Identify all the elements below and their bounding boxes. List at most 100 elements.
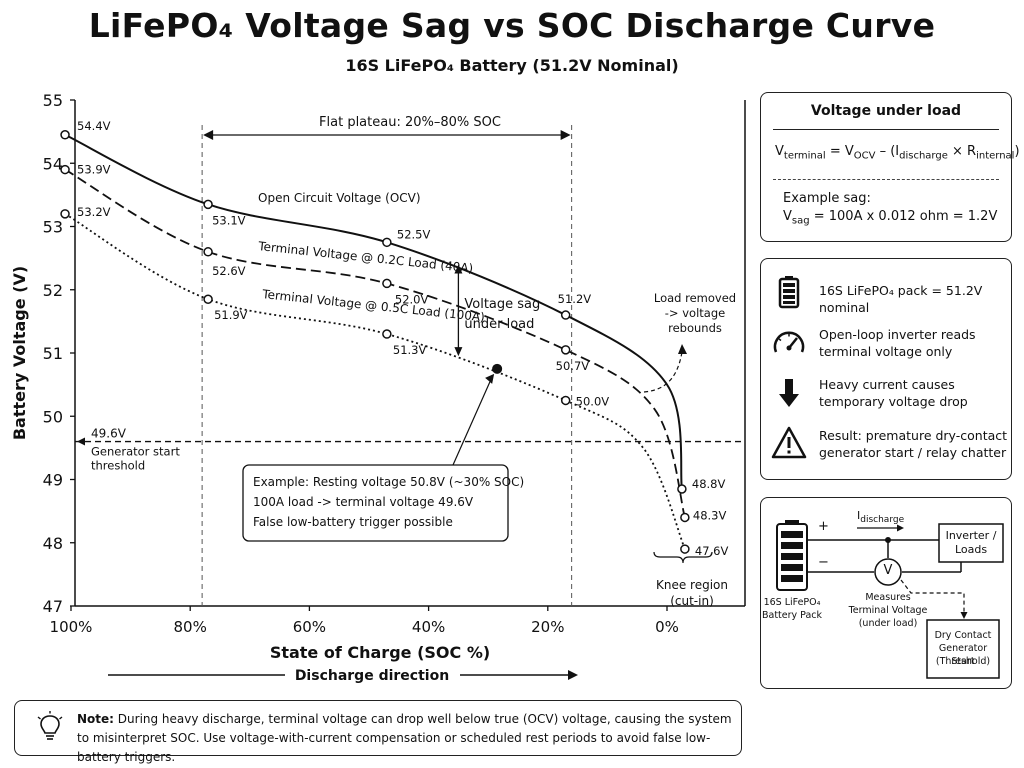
- example-box-line: 100A load -> terminal voltage 49.6V: [253, 495, 474, 509]
- battery-icon: [778, 276, 800, 309]
- load-removed-arrow: [643, 351, 683, 393]
- series-name-label: Terminal Voltage @ 0.5C Load (100A): [261, 287, 486, 324]
- arrow-down-icon: [779, 379, 799, 407]
- data-point-marker: [677, 484, 687, 494]
- x-tick-label: 80%: [174, 618, 207, 636]
- data-point-label: 54.4V: [77, 119, 111, 133]
- gauge-icon: [773, 331, 805, 353]
- data-point-marker: [203, 294, 213, 304]
- y-tick-label: 51: [43, 344, 63, 363]
- example-pointer: [452, 376, 493, 466]
- voltage-sag-label: Voltage sag: [464, 297, 540, 312]
- example-point-marker: [492, 363, 503, 374]
- data-point-label: 51.2V: [558, 292, 592, 306]
- y-tick-label: 55: [43, 91, 63, 110]
- x-tick-label: 60%: [293, 618, 326, 636]
- voltage-sag-arrow-head: [454, 347, 463, 357]
- data-point-marker: [60, 130, 70, 140]
- example-pointer-head: [485, 373, 495, 384]
- x-tick-label: 100%: [50, 618, 93, 636]
- discharge-direction-label: Discharge direction: [295, 668, 449, 684]
- warning-icon: [771, 426, 807, 459]
- legend-item: Open-loop inverter reads terminal voltag…: [771, 325, 1021, 361]
- plateau-arrow-head: [560, 130, 571, 140]
- series-name-label: Terminal Voltage @ 0.2C Load (40A): [257, 239, 474, 276]
- inverter-box-line: Loads: [954, 543, 988, 556]
- data-point-marker: [60, 209, 70, 219]
- divider: [773, 129, 999, 130]
- x-axis-title: State of Charge (SOC %): [270, 643, 490, 662]
- data-point-marker: [382, 237, 392, 248]
- data-point-label: 53.9V: [77, 163, 111, 177]
- y-tick-label: 48: [43, 534, 63, 553]
- voltage-sag-arrow-head: [454, 264, 463, 274]
- legend-text: 16S LiFePO₄ pack = 51.2V nominal: [819, 283, 983, 315]
- threshold-value-label: 49.6V: [91, 427, 127, 441]
- note-body: During heavy discharge, terminal voltage…: [77, 712, 732, 764]
- data-point-label: 48.8V: [692, 477, 726, 491]
- y-tick-label: 53: [43, 218, 63, 237]
- load-removed-label: -> voltage: [665, 306, 725, 320]
- chart-annotations: Flat plateau: 20%–80% SOC 49.6V Generator …: [75, 115, 745, 608]
- knee-region-label: (cut-in): [670, 594, 714, 608]
- x-tick-label: 0%: [655, 618, 679, 636]
- x-tick-label: 20%: [531, 618, 564, 636]
- load-removed-label: rebounds: [668, 321, 722, 335]
- formula-panel-title: Voltage under load: [810, 103, 962, 119]
- data-point-marker: [680, 544, 690, 554]
- chart-markers: [60, 130, 690, 554]
- data-point-label: 53.2V: [77, 205, 111, 219]
- legend-text: Heavy current causes temporary voltage d…: [819, 377, 968, 409]
- chart-axes: 47 48 49 50 51 52 53 54 55 100% 80% 60% 40% 20% 0% Stat…: [10, 91, 746, 684]
- example-sag-formula: Vsag = 100A x 0.012 ohm = 1.2V: [783, 209, 998, 227]
- y-tick-label: 52: [43, 281, 63, 300]
- terminal-voltage-formula: Vterminal = VOCV – (Idischarge × Rintern…: [775, 144, 1020, 162]
- battery-pack-label: 16S LiFePO₄: [763, 597, 821, 608]
- example-box-line: False low-battery trigger possible: [253, 515, 453, 529]
- dry-contact-label: Dry Contact: [934, 630, 992, 641]
- dry-contact-label: Generator Start: [938, 643, 988, 667]
- discharge-chart: 47 48 49 50 51 52 53 54 55 100% 80% 60% 40% 20% 0% Stat…: [10, 91, 746, 684]
- example-box: [242, 464, 509, 542]
- series-line-dashed: [64, 168, 686, 518]
- measures-label: Measures: [865, 592, 911, 603]
- data-point-label: 52.0V: [395, 292, 429, 306]
- knee-region-brace: [653, 551, 713, 564]
- data-point-marker: [382, 329, 392, 339]
- plateau-arrow-head: [203, 130, 214, 140]
- legend-item: 16S LiFePO₄ pack = 51.2V nominal: [771, 273, 1021, 315]
- data-point-marker: [560, 395, 571, 406]
- y-tick-label: 54: [43, 154, 63, 173]
- data-point-marker: [382, 278, 392, 289]
- minus-terminal: −: [818, 555, 829, 570]
- y-tick-label: 49: [43, 471, 63, 490]
- load-removed-arrow-head: [678, 344, 687, 354]
- note-label: Note:: [77, 712, 114, 726]
- threshold-arrow-head: [77, 437, 85, 446]
- data-point-label: 48.3V: [693, 508, 727, 522]
- data-point-marker: [203, 247, 213, 257]
- threshold-text: Generator start: [91, 445, 180, 459]
- note-text: Note: During heavy discharge, terminal v…: [77, 710, 733, 767]
- data-point-label: 51.3V: [393, 343, 427, 357]
- plus-terminal: +: [818, 519, 829, 534]
- inverter-box-line: Inverter /: [945, 529, 997, 542]
- data-point-label: 53.1V: [212, 213, 246, 227]
- measures-label: Terminal Voltage: [848, 605, 928, 616]
- data-point-marker: [680, 512, 690, 523]
- divider: [773, 179, 999, 180]
- battery-pack-label: Battery Pack: [761, 610, 823, 621]
- legend-item: Result: premature dry-contact generator …: [771, 425, 1021, 465]
- plateau-label: Flat plateau: 20%–80% SOC: [319, 115, 501, 130]
- y-tick-label: 47: [43, 597, 63, 616]
- data-point-marker: [560, 345, 571, 355]
- data-point-label: 50.7V: [556, 359, 590, 373]
- data-point-label: 52.6V: [212, 264, 246, 278]
- page-subtitle: 16S LiFePO₄ Battery (51.2V Nominal): [345, 56, 679, 75]
- data-point-label: 47.6V: [695, 544, 729, 558]
- page-title: LiFePO₄ Voltage Sag vs SOC Discharge Cur…: [88, 6, 936, 45]
- discharge-current-label: Idischarge: [857, 509, 905, 526]
- wiring-diagram: [776, 520, 1004, 679]
- data-point-marker: [60, 164, 70, 175]
- load-removed-label: Load removed: [654, 291, 736, 305]
